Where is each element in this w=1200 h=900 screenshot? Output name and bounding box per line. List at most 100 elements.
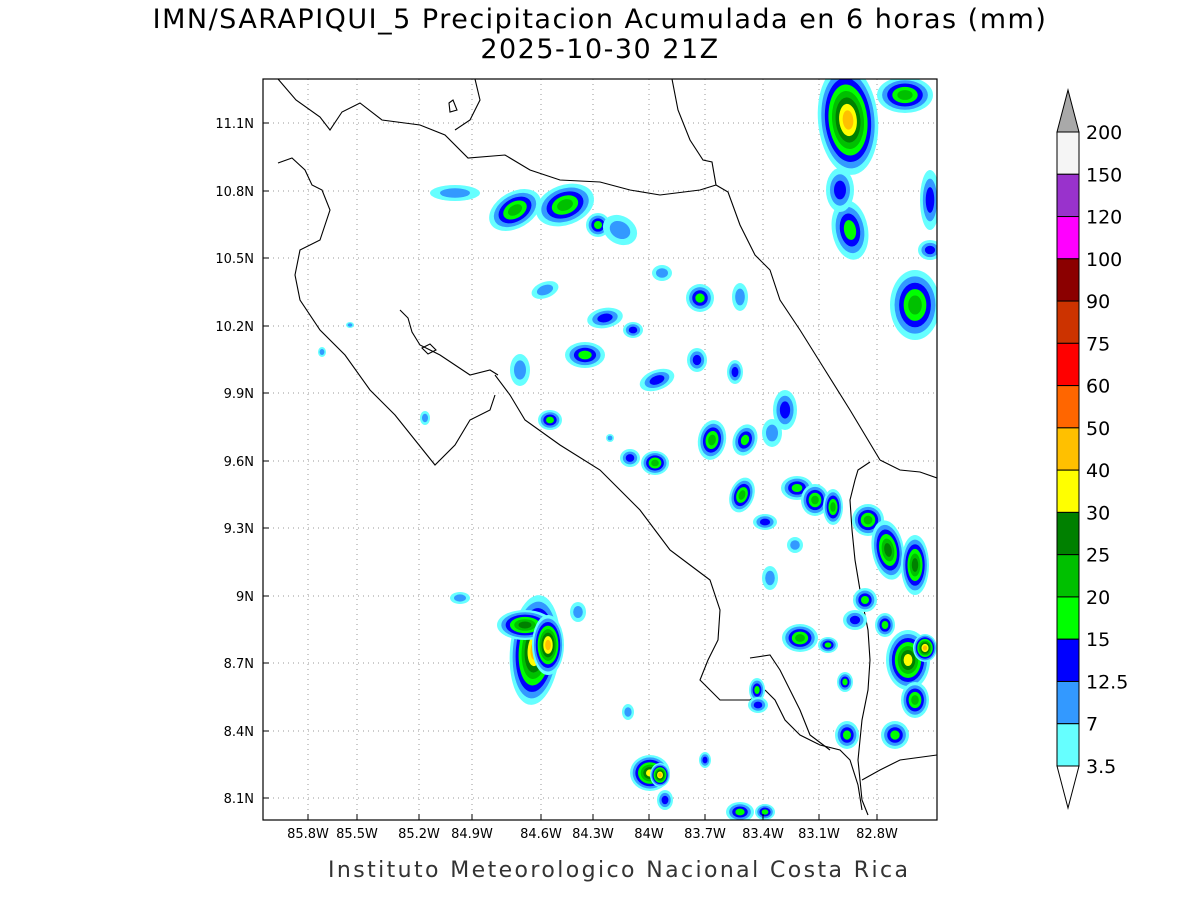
precip-contour — [658, 772, 662, 778]
precip-contour — [843, 220, 857, 240]
precip-cell — [687, 348, 707, 372]
precip-contour — [811, 495, 819, 505]
precip-contour — [766, 424, 778, 442]
precip-contour — [518, 621, 532, 629]
axis-labels: 85.8W 85.5W 85.2W 84.9W 84.6W 84.3W 84W 83.7W 83… — [215, 117, 898, 842]
precip-contour — [925, 187, 935, 213]
precip-contour — [649, 375, 665, 385]
precip-cell — [877, 79, 933, 113]
precip-contour — [651, 459, 659, 467]
precip-cell — [587, 307, 623, 329]
precip-contour — [863, 515, 873, 525]
precip-cell — [881, 721, 909, 749]
precip-contour — [656, 268, 668, 278]
precip-contour — [740, 434, 750, 446]
precip-cell — [652, 265, 672, 281]
precip-cell — [489, 189, 541, 231]
lat-tick-label: 9.3N — [224, 522, 254, 537]
precip-contour — [625, 454, 635, 462]
precip-contour — [881, 621, 889, 629]
precip-cell — [622, 704, 634, 720]
precip-contour — [911, 695, 919, 705]
precip-cell — [538, 410, 562, 430]
lon-tick-label: 83.4W — [742, 827, 784, 842]
lat-tick-label: 10.8N — [215, 185, 254, 200]
nicaragua-south-coast — [277, 79, 717, 196]
lat-tick-label: 11.1N — [215, 117, 254, 132]
precip-contour — [795, 634, 805, 642]
colorbar-segment — [1056, 131, 1080, 175]
lon-tick-label: 84W — [634, 827, 664, 842]
precip-contour — [597, 313, 613, 323]
precip-cell — [787, 537, 803, 553]
precip-cell — [801, 484, 829, 516]
colorbar-legend: 200 150 120 100 90 75 60 50 40 30 25 20 15 12.5 7 3.5 — [1056, 88, 1128, 810]
precip-cell — [835, 721, 859, 749]
precip-contour — [908, 295, 922, 315]
colorbar-segment — [1056, 216, 1080, 260]
credit-text: Instituto Meteorologico Nacional Costa R… — [328, 858, 911, 883]
colorbar-segment — [1056, 723, 1080, 767]
precip-cell — [918, 240, 937, 260]
lat-tick-label: 9.9N — [224, 387, 254, 402]
precip-contour — [754, 686, 760, 694]
lon-tick-label: 85.8W — [287, 827, 329, 842]
precip-contour — [735, 808, 745, 816]
precip-contour — [578, 350, 592, 360]
precip-cell — [639, 368, 675, 392]
precip-contour — [422, 413, 428, 423]
precip-cell — [890, 270, 937, 340]
precip-cell — [732, 283, 748, 311]
precip-contour — [761, 809, 769, 815]
precip-contour — [607, 435, 613, 441]
precip-contour — [573, 606, 583, 618]
colorbar-label: 50 — [1086, 418, 1110, 440]
caribbean-coast-panama — [879, 459, 937, 479]
lat-tick-label: 8.1N — [224, 792, 254, 807]
precip-contour — [861, 596, 869, 604]
precip-cell — [920, 170, 937, 230]
colorbar-label: 15 — [1086, 629, 1110, 651]
colorbar-segment — [1056, 385, 1080, 429]
precip-cell — [620, 449, 640, 467]
precip-contour — [884, 543, 892, 557]
colorbar-segment — [1056, 596, 1080, 640]
colorbar-label: 25 — [1086, 545, 1110, 567]
precip-contour — [834, 180, 846, 200]
colorbar-segment — [1056, 680, 1080, 725]
colorbar-segment — [1056, 342, 1080, 387]
lon-tick-label: 85.2W — [398, 827, 440, 842]
precip-cell — [748, 697, 768, 713]
map-frame — [262, 78, 938, 821]
precip-cell — [650, 763, 670, 787]
precip-contour — [609, 220, 631, 240]
precip-cell — [510, 354, 530, 386]
colorbar-label: 200 — [1086, 122, 1122, 144]
precip-cell — [623, 322, 643, 338]
precip-cell — [762, 419, 782, 447]
precip-cell — [782, 624, 818, 652]
precip-cell — [817, 79, 879, 175]
precip-contour — [738, 490, 746, 500]
colorbar-label: 120 — [1086, 207, 1122, 229]
lat-tick-label: 10.2N — [215, 320, 254, 335]
precip-cell — [727, 360, 743, 384]
golfo-dulce-shore — [749, 654, 831, 751]
colorbar-segment — [1056, 173, 1080, 218]
colorbar-label: 90 — [1086, 291, 1110, 313]
map-title: IMN/SARAPIQUI_5 Precipitacion Acumulada … — [152, 4, 1048, 35]
lon-tick-label: 85.5W — [336, 827, 378, 842]
precip-contour — [536, 284, 554, 296]
precip-cell — [699, 752, 711, 768]
precip-contour — [765, 570, 775, 586]
colorbar-segment — [1056, 258, 1080, 302]
colorbar-segment — [1056, 300, 1080, 344]
precip-cell — [732, 424, 758, 456]
precip-contour — [708, 434, 716, 446]
lat-tick-label: 8.7N — [224, 657, 254, 672]
precip-cell — [749, 678, 765, 702]
precip-contour — [824, 642, 832, 648]
precip-cell — [535, 183, 595, 227]
precip-cell — [602, 214, 638, 246]
